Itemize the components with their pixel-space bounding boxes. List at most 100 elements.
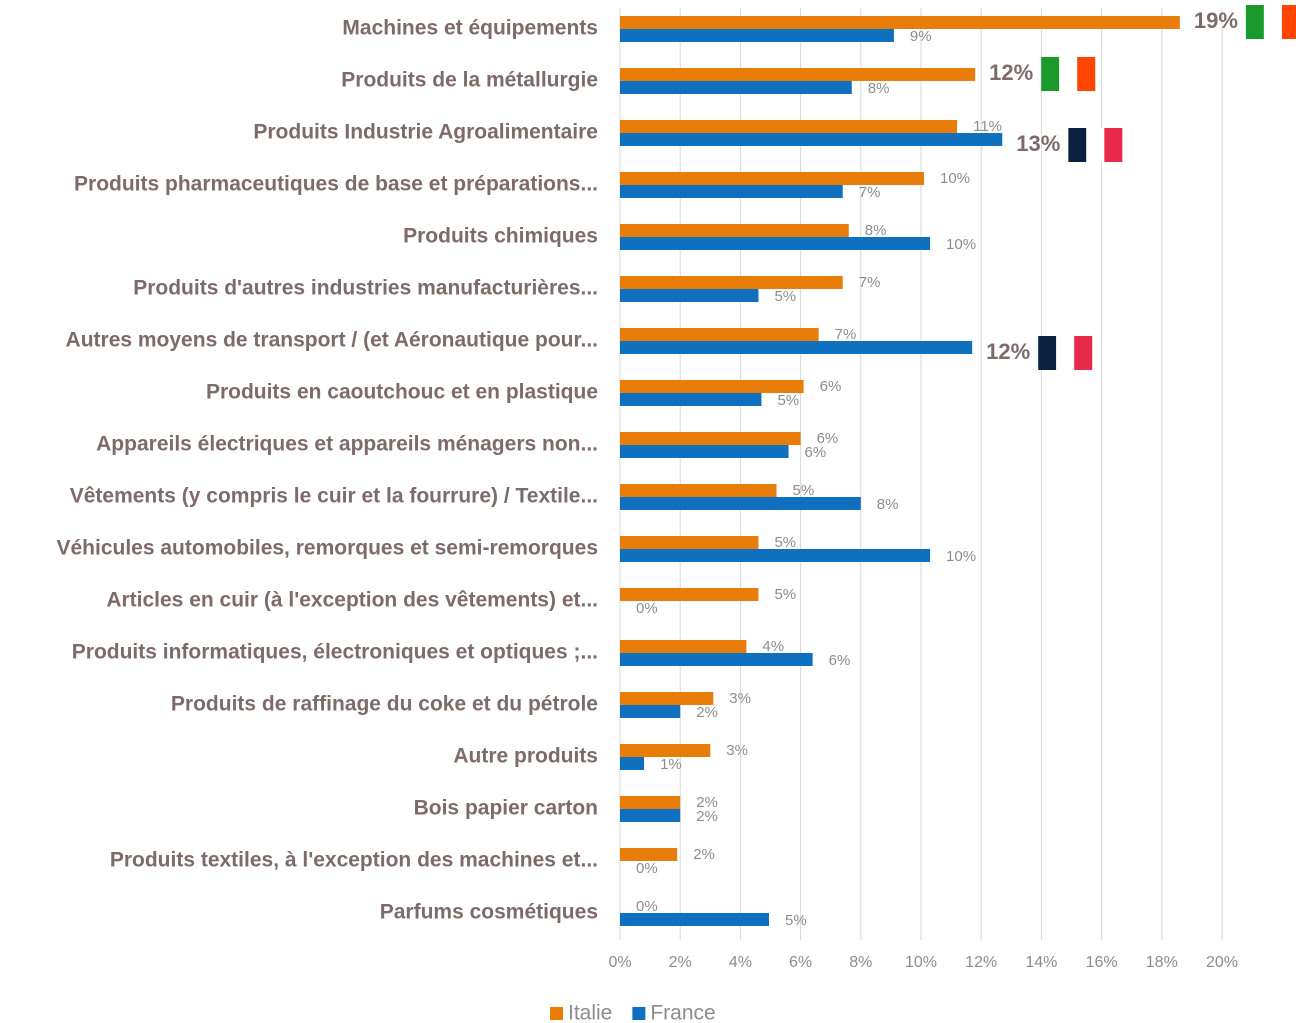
bar	[620, 549, 931, 562]
legend-swatch	[550, 1007, 563, 1020]
bar	[620, 432, 801, 445]
category-label: Machines et équipements	[342, 17, 598, 40]
category-label: Produits de la métallurgie	[341, 69, 598, 92]
flag-stripe	[1263, 5, 1282, 39]
category-label: Vêtements (y compris le cuir et la fourr…	[70, 485, 598, 508]
bar	[620, 484, 777, 497]
category-label: Produits Industrie Agroalimentaire	[253, 121, 598, 144]
value-label: 5%	[793, 482, 815, 499]
category-label: Produits en caoutchouc et en plastique	[206, 381, 598, 404]
value-label: 10%	[940, 170, 970, 187]
bar	[620, 393, 762, 406]
flag-stripe	[1038, 336, 1057, 370]
bar	[620, 185, 843, 198]
category-label: Bois papier carton	[414, 797, 598, 820]
bar	[620, 29, 894, 42]
bar	[620, 120, 958, 133]
value-label: 2%	[696, 794, 718, 811]
value-label: 7%	[859, 184, 881, 201]
value-label: 6%	[805, 444, 827, 461]
bar	[620, 224, 849, 237]
value-label: 1%	[660, 756, 682, 773]
category-label: Autres moyens de transport / (et Aéronau…	[66, 329, 598, 352]
category-label: Produits d'autres industries manufacturi…	[133, 277, 598, 300]
bar	[620, 172, 925, 185]
value-label: 7%	[859, 274, 881, 291]
bar	[620, 380, 804, 393]
value-label: 7%	[835, 326, 857, 343]
flag-stripe	[1104, 128, 1123, 162]
value-label: 8%	[868, 80, 890, 97]
x-tick-label: 0%	[608, 954, 631, 971]
value-label: 8%	[877, 496, 899, 513]
bar	[620, 328, 819, 341]
x-tick-label: 14%	[1025, 954, 1057, 971]
flag-stripe	[1281, 5, 1296, 39]
bar	[620, 848, 678, 861]
category-label: Produits pharmaceutiques de base et prép…	[74, 173, 598, 196]
value-label: 13%	[1016, 131, 1060, 156]
legend-label: Italie	[568, 1002, 612, 1023]
bar	[620, 913, 769, 926]
bar	[620, 133, 1003, 146]
flag-stripe	[1056, 336, 1075, 370]
value-label: 12%	[986, 339, 1030, 364]
flag-stripe	[1086, 128, 1105, 162]
x-tick-label: 16%	[1086, 954, 1118, 971]
bar	[620, 796, 681, 809]
value-label: 2%	[696, 704, 718, 721]
bar	[620, 237, 931, 250]
value-label: 12%	[989, 60, 1033, 85]
x-tick-label: 8%	[849, 954, 872, 971]
x-tick-label: 4%	[729, 954, 752, 971]
value-label: 6%	[817, 430, 839, 447]
category-label: Produits chimiques	[403, 225, 598, 248]
bar	[620, 68, 976, 81]
bar	[620, 640, 747, 653]
value-label: 0%	[636, 600, 658, 617]
value-label: 19%	[1194, 8, 1238, 33]
category-label: Produits textiles, à l'exception des mac…	[110, 849, 598, 872]
value-label: 8%	[865, 222, 887, 239]
x-tick-label: 12%	[965, 954, 997, 971]
category-label: Véhicules automobiles, remorques et semi…	[56, 537, 598, 560]
bar	[620, 497, 861, 510]
flag-stripe	[1041, 57, 1060, 91]
category-label: Articles en cuir (à l'exception des vête…	[106, 589, 598, 612]
category-label: Autre produits	[453, 745, 598, 768]
bar	[620, 341, 973, 354]
bar	[620, 705, 681, 718]
bar	[620, 588, 759, 601]
category-label: Produits informatiques, électroniques et…	[72, 641, 598, 664]
value-label: 6%	[829, 652, 851, 669]
x-tick-label: 10%	[905, 954, 937, 971]
value-label: 5%	[777, 392, 799, 409]
legend-swatch	[632, 1007, 646, 1020]
bar	[620, 16, 1180, 29]
value-label: 5%	[774, 586, 796, 603]
flag-stripe	[1059, 57, 1078, 91]
value-label: 10%	[946, 548, 976, 565]
flag-stripe	[1074, 336, 1093, 370]
flag-stripe	[1068, 128, 1087, 162]
value-label: 4%	[762, 638, 784, 655]
value-label: 2%	[696, 808, 718, 825]
legend-label: France	[650, 1002, 715, 1023]
value-label: 5%	[774, 534, 796, 551]
bar	[620, 289, 759, 302]
category-label: Parfums cosmétiques	[380, 901, 598, 924]
x-tick-label: 2%	[669, 954, 692, 971]
bar	[620, 276, 843, 289]
bar	[620, 757, 645, 770]
value-label: 0%	[636, 898, 658, 915]
value-label: 0%	[636, 860, 658, 877]
bar	[620, 744, 711, 757]
value-label: 3%	[729, 690, 751, 707]
bar	[620, 809, 681, 822]
value-label: 3%	[726, 742, 748, 759]
bar	[620, 692, 714, 705]
x-tick-label: 20%	[1206, 954, 1238, 971]
value-label: 11%	[973, 118, 1002, 135]
value-label: 9%	[910, 28, 932, 45]
